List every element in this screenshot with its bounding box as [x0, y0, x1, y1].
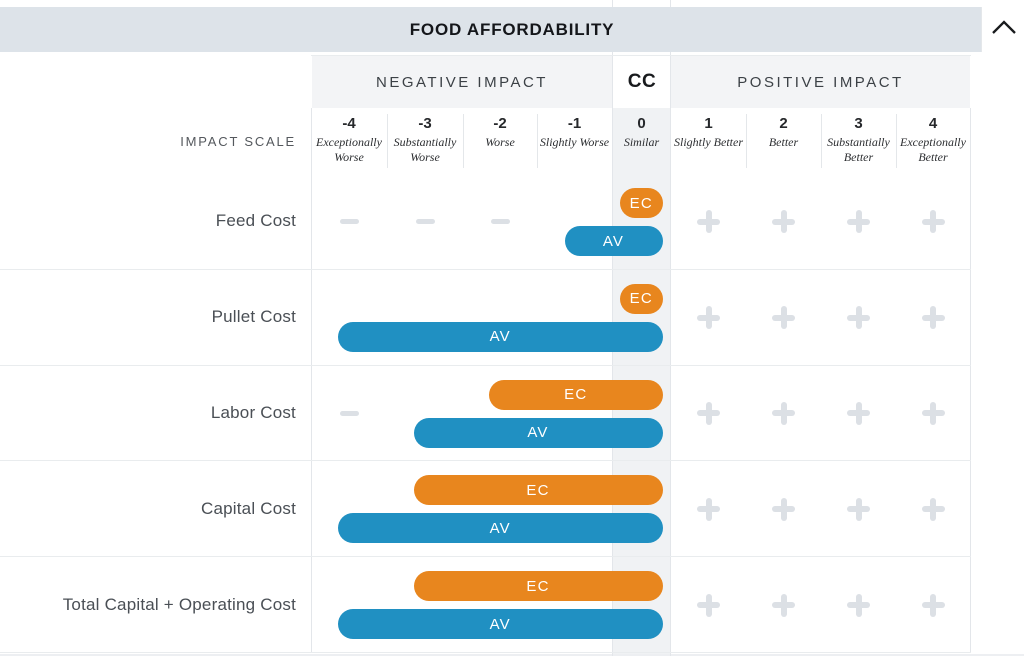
- scale-value: -2: [493, 115, 507, 132]
- collapse-button[interactable]: [981, 7, 1024, 52]
- next-section-edge: [0, 654, 1024, 656]
- av-bar: AV: [338, 321, 663, 352]
- scale-divider-line: [746, 114, 747, 168]
- av-bar: AV: [338, 609, 663, 640]
- scale-description: Substantially Worse: [393, 134, 457, 164]
- plus-marker: [697, 497, 720, 521]
- scale-value: 3: [854, 115, 863, 132]
- plus-marker: [847, 401, 870, 425]
- impact-scale-label: IMPACT SCALE: [180, 133, 296, 149]
- scale-value: 0: [637, 115, 646, 132]
- plus-marker: [772, 497, 795, 521]
- scale-description: Better: [768, 134, 799, 149]
- plus-marker: [921, 593, 945, 617]
- scale-description: Slightly Better: [674, 134, 743, 149]
- row-label: Labor Cost: [210, 402, 296, 422]
- scale-description: Worse: [485, 134, 515, 149]
- row-label: Total Capital + Operating Cost: [62, 594, 296, 614]
- scale-description: Exceptionally Better: [900, 134, 966, 164]
- scale-description: Similar: [623, 134, 660, 149]
- plus-marker: [921, 497, 945, 521]
- scale-divider-line: [896, 114, 897, 168]
- scale-description: Slightly Worse: [539, 134, 610, 149]
- plus-marker: [697, 306, 720, 330]
- scale-description: Substantially Better: [827, 134, 890, 164]
- scale-divider-line: [387, 114, 388, 168]
- table-row: Total Capital + Operating Cost EC AV: [0, 557, 971, 653]
- scale-value: 1: [704, 115, 713, 132]
- minus-marker: [339, 410, 359, 416]
- scale-cell: 1 Slightly Better: [671, 108, 746, 174]
- minus-marker: [339, 219, 359, 225]
- row-label: Pullet Cost: [211, 307, 296, 327]
- scale-cell: -2 Worse: [463, 108, 537, 174]
- scale-divider-line: [463, 114, 464, 168]
- scale-cell: -1 Slightly Worse: [537, 108, 612, 174]
- scale-value: -1: [567, 115, 582, 132]
- scale-cell: -3 Substantially Worse: [387, 108, 463, 174]
- scale-value: -3: [418, 115, 432, 132]
- row-label: Capital Cost: [201, 498, 296, 518]
- plus-marker: [847, 593, 870, 617]
- scale-divider-line: [537, 114, 538, 168]
- positive-impact-header: POSITIVE IMPACT: [671, 56, 970, 108]
- row-label: Feed Cost: [215, 211, 296, 231]
- minus-marker: [415, 219, 435, 225]
- av-bar: AV: [413, 417, 663, 448]
- plus-marker: [921, 306, 945, 330]
- grid-line: [311, 108, 312, 653]
- ec-bar: EC: [413, 475, 663, 506]
- chevron-up-icon: [989, 17, 1019, 42]
- scale-cell: 3 Substantially Better: [821, 108, 896, 174]
- scale-divider-line: [821, 114, 822, 168]
- plus-marker: [847, 210, 870, 234]
- negative-impact-header: NEGATIVE IMPACT: [312, 56, 612, 108]
- av-bar: AV: [564, 226, 663, 256]
- cc-header: CC: [614, 56, 670, 108]
- plus-marker: [772, 593, 795, 617]
- scale-value: 4: [928, 115, 938, 132]
- scale-cell: -4 Exceptionally Worse: [311, 108, 387, 174]
- plus-marker: [772, 210, 795, 234]
- plus-marker: [921, 210, 945, 234]
- table-row: Capital Cost EC AV: [0, 461, 971, 558]
- plus-marker: [697, 593, 720, 617]
- ec-bar: EC: [489, 379, 663, 410]
- scale-cell: 4 Exceptionally Better: [896, 108, 970, 174]
- scale-cell: 2 Better: [746, 108, 821, 174]
- scale-value: -4: [342, 115, 356, 132]
- ec-bar: EC: [620, 283, 663, 314]
- grid-line: [970, 108, 971, 653]
- plus-marker: [772, 401, 795, 425]
- plus-marker: [847, 497, 870, 521]
- plus-marker: [697, 401, 720, 425]
- table-row: Labor Cost EC AV: [0, 366, 971, 462]
- table-row: Feed Cost EC AV: [0, 174, 971, 270]
- scale-description: Exceptionally Worse: [316, 134, 382, 164]
- scale-cell: 0 Similar: [613, 108, 670, 174]
- section-title-bar: FOOD AFFORDABILITY: [0, 7, 981, 52]
- plus-marker: [921, 401, 945, 425]
- plus-marker: [772, 306, 795, 330]
- grid-line: [670, 0, 671, 656]
- page-title: FOOD AFFORDABILITY: [409, 19, 615, 39]
- table-row: Pullet Cost EC AV: [0, 270, 971, 366]
- ec-bar: EC: [620, 188, 663, 218]
- plus-marker: [847, 306, 870, 330]
- ec-bar: EC: [413, 571, 663, 602]
- minus-marker: [490, 219, 510, 225]
- table-top-line: [311, 55, 971, 56]
- av-bar: AV: [338, 513, 663, 544]
- scale-value: 2: [779, 115, 788, 132]
- plus-marker: [697, 210, 720, 234]
